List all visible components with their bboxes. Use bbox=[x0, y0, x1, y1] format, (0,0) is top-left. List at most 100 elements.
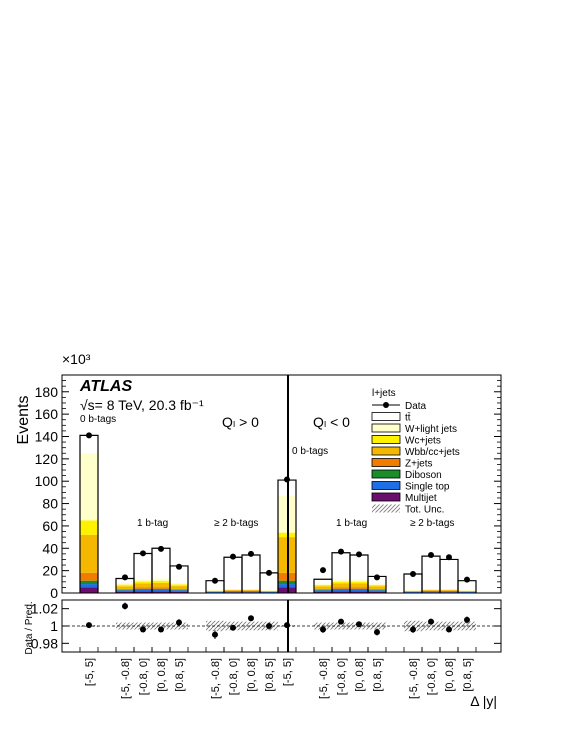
ratio-point-16 bbox=[446, 626, 452, 633]
y-tick-label-8: 160 bbox=[35, 406, 59, 422]
bar-tt-12 bbox=[350, 554, 368, 580]
bar-wbb-cc-jets-12 bbox=[350, 583, 368, 588]
bar-single-top-16 bbox=[440, 591, 458, 593]
bar-wbb-cc-jets-7 bbox=[242, 589, 260, 591]
bar-w-light-jets-16 bbox=[440, 589, 458, 590]
bar-single-top-7 bbox=[242, 591, 260, 593]
legend-w-light-jets-label: W+light jets bbox=[405, 424, 457, 435]
ratio-point-15 bbox=[428, 618, 434, 625]
bar-single-top-13 bbox=[368, 590, 386, 592]
x-tick-label-17: [0.8, 5] bbox=[462, 658, 474, 692]
bar-single-top-4 bbox=[170, 590, 188, 592]
bar-single-top-14 bbox=[404, 591, 422, 593]
bar-wc-jets-12 bbox=[350, 581, 368, 584]
ratio-point-17 bbox=[464, 616, 470, 623]
ratio-point-10 bbox=[320, 626, 326, 633]
data-point-14 bbox=[410, 570, 416, 577]
bar-z-jets-2 bbox=[134, 587, 152, 589]
legend-wbb-cc-jets-label: Wbb/cc+jets bbox=[405, 447, 460, 458]
bar-wbb-cc-jets-10 bbox=[314, 586, 332, 589]
x-tick-label-3: [0, 0.8] bbox=[156, 658, 168, 692]
x-tick-labels: [-5, 5] [-5, -0.8] [-0.8, 0] [0, 0.8] [0.8, … bbox=[84, 658, 474, 699]
bar-wbb-cc-jets-1 bbox=[116, 586, 134, 589]
bar-wc-jets-3 bbox=[152, 580, 170, 583]
bar-multijet-2 bbox=[134, 591, 152, 593]
bar-wbb-cc-jets-16 bbox=[440, 589, 458, 591]
ratio-point-7 bbox=[248, 615, 254, 622]
legend-wbb-cc-jets-swatch bbox=[371, 446, 401, 456]
x-tick-label-16: [0, 0.8] bbox=[444, 658, 456, 692]
bar-wbb-cc-jets-6 bbox=[224, 589, 242, 591]
x-tick-label-5: [-5, -0.8] bbox=[210, 658, 222, 699]
legend-tt-swatch bbox=[371, 412, 401, 421]
group-label-2btag-pos: ≥ 2 b-tags bbox=[214, 518, 258, 529]
bar-multijet-11 bbox=[332, 591, 350, 593]
bar-tt-4 bbox=[170, 565, 188, 583]
legend-multijet-label: Multijet bbox=[405, 493, 437, 504]
bar-diboson-0 bbox=[80, 580, 98, 585]
data-point-13 bbox=[374, 574, 380, 581]
y-axis-label: Events bbox=[15, 396, 32, 445]
bar-tt-3 bbox=[152, 548, 170, 579]
bar-wc-jets-4 bbox=[170, 584, 188, 587]
y-tick-label-5: 100 bbox=[35, 473, 59, 489]
x-tick-label-8: [0.8, 5] bbox=[264, 658, 276, 692]
bar-w-light-jets-3 bbox=[152, 578, 170, 581]
bar-wbb-cc-jets-17 bbox=[458, 590, 476, 592]
y-axis-multiplier: ×10³ bbox=[62, 351, 91, 367]
bar-tt-2 bbox=[134, 553, 152, 580]
bar-wbb-cc-jets-11 bbox=[332, 583, 350, 588]
bar-tt-5 bbox=[206, 580, 224, 591]
bar-wbb-cc-jets-4 bbox=[170, 586, 188, 589]
ratio-point-14 bbox=[410, 626, 416, 633]
bar-w-light-jets-0 bbox=[80, 453, 98, 521]
data-point-1 bbox=[122, 574, 128, 581]
ratio-uncertainty-band-3 bbox=[152, 622, 170, 630]
ratio-uncertainty-band-11 bbox=[332, 622, 350, 630]
bar-single-top-1 bbox=[116, 590, 134, 592]
data-point-4 bbox=[176, 563, 182, 570]
bar-wc-jets-1 bbox=[116, 584, 134, 587]
ratio-y-tick-label-2: 1.02 bbox=[31, 601, 58, 617]
legend-w-light-jets-swatch bbox=[371, 423, 401, 433]
bar-wc-jets-0 bbox=[80, 520, 98, 535]
bar-wc-jets-10 bbox=[314, 584, 332, 587]
bar-tt-8 bbox=[260, 572, 278, 591]
bar-single-top-0 bbox=[80, 584, 98, 588]
bar-w-light-jets-13 bbox=[368, 583, 386, 585]
bar-z-jets-3 bbox=[152, 587, 170, 589]
ratio-point-6 bbox=[230, 624, 236, 631]
legend-tot-unc-swatch bbox=[372, 504, 400, 513]
bar-multijet-13 bbox=[368, 591, 386, 593]
data-point-7 bbox=[248, 550, 254, 557]
x-tick-label-12: [0, 0.8] bbox=[354, 658, 366, 692]
bar-single-top-5 bbox=[206, 591, 224, 593]
y-tick-label-7: 140 bbox=[35, 428, 59, 444]
bar-w-light-jets-12 bbox=[350, 579, 368, 582]
bar-wc-jets-2 bbox=[134, 581, 152, 584]
bar-wbb-cc-jets-13 bbox=[368, 586, 386, 589]
data-point-6 bbox=[230, 553, 236, 560]
bar-single-top-12 bbox=[350, 589, 368, 592]
main-panel-axes: 0 20 40 60 80 100 120 140 160 180 bbox=[35, 374, 502, 652]
x-tick-label-15: [-0.8, 0] bbox=[426, 658, 438, 695]
bar-tt-11 bbox=[332, 552, 350, 580]
legend-wc-jets-label: Wc+jets bbox=[405, 436, 441, 447]
ratio-point-3 bbox=[158, 626, 164, 633]
main-panel-data-points bbox=[86, 432, 470, 584]
bar-multijet-10 bbox=[314, 591, 332, 593]
bar-single-top-8 bbox=[260, 591, 278, 593]
bar-z-jets-11 bbox=[332, 587, 350, 589]
y-tick-label-0: 0 bbox=[50, 585, 58, 601]
data-point-0 bbox=[86, 432, 92, 439]
bar-wc-jets-11 bbox=[332, 581, 350, 584]
bar-tt-15 bbox=[422, 556, 440, 590]
ratio-point-13 bbox=[374, 629, 380, 636]
bar-z-jets-4 bbox=[170, 588, 188, 590]
bar-multijet-12 bbox=[350, 591, 368, 593]
bar-wbb-cc-jets-3 bbox=[152, 582, 170, 588]
legend-tt-label: tt̄ bbox=[405, 411, 411, 423]
legend-wc-jets-swatch bbox=[371, 435, 401, 444]
bar-w-light-jets-10 bbox=[314, 583, 332, 585]
